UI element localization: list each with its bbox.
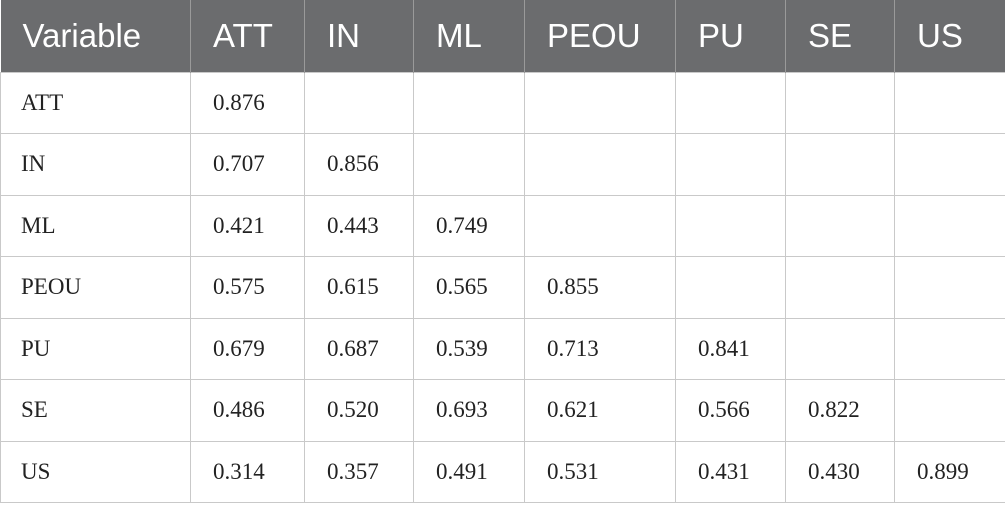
cell-value: 0.443 — [304, 194, 414, 257]
header-cell: PEOU — [524, 0, 676, 72]
table-row: PU 0.679 0.687 0.539 0.713 0.841 — [0, 317, 1005, 380]
cell-value: 0.855 — [524, 256, 676, 319]
cell-value: 0.687 — [304, 317, 414, 380]
empty-cell — [524, 194, 676, 257]
cell-value: 0.430 — [785, 440, 895, 503]
empty-cell — [785, 256, 895, 319]
table-row: SE 0.486 0.520 0.693 0.621 0.566 0.822 — [0, 379, 1005, 442]
header-row: Variable ATT IN ML PEOU PU SE US — [0, 0, 1005, 72]
table-row: IN 0.707 0.856 — [0, 133, 1005, 196]
cell-value: 0.531 — [524, 440, 676, 503]
empty-cell — [894, 71, 1005, 134]
empty-cell — [894, 256, 1005, 319]
correlation-table: Variable ATT IN ML PEOU PU SE US ATT 0.876 IN 0.70… — [0, 0, 1005, 503]
empty-cell — [894, 317, 1005, 380]
row-label: ML — [0, 194, 191, 257]
row-label: PEOU — [0, 256, 191, 319]
empty-cell — [675, 133, 786, 196]
empty-cell — [894, 194, 1005, 257]
cell-value: 0.566 — [675, 379, 786, 442]
header-cell: IN — [304, 0, 414, 72]
empty-cell — [524, 133, 676, 196]
empty-cell — [675, 256, 786, 319]
header-cell: ATT — [190, 0, 305, 72]
table-row: ML 0.421 0.443 0.749 — [0, 194, 1005, 257]
cell-value: 0.431 — [675, 440, 786, 503]
cell-value: 0.679 — [190, 317, 305, 380]
header-cell: Variable — [0, 0, 191, 72]
header-cell: US — [894, 0, 1005, 72]
cell-value: 0.565 — [413, 256, 525, 319]
table-row: ATT 0.876 — [0, 71, 1005, 134]
cell-value: 0.491 — [413, 440, 525, 503]
empty-cell — [304, 71, 414, 134]
cell-value: 0.621 — [524, 379, 676, 442]
cell-value: 0.421 — [190, 194, 305, 257]
row-label: ATT — [0, 71, 191, 134]
row-label: SE — [0, 379, 191, 442]
cell-value: 0.520 — [304, 379, 414, 442]
cell-value: 0.856 — [304, 133, 414, 196]
cell-value: 0.314 — [190, 440, 305, 503]
header-cell: PU — [675, 0, 786, 72]
empty-cell — [894, 133, 1005, 196]
table-row: PEOU 0.575 0.615 0.565 0.855 — [0, 256, 1005, 319]
cell-value: 0.357 — [304, 440, 414, 503]
empty-cell — [675, 71, 786, 134]
cell-value: 0.707 — [190, 133, 305, 196]
empty-cell — [785, 194, 895, 257]
empty-cell — [785, 317, 895, 380]
empty-cell — [413, 71, 525, 134]
cell-value: 0.615 — [304, 256, 414, 319]
cell-value: 0.713 — [524, 317, 676, 380]
row-label: US — [0, 440, 191, 503]
empty-cell — [785, 71, 895, 134]
cell-value: 0.876 — [190, 71, 305, 134]
header-cell: ML — [413, 0, 525, 72]
cell-value: 0.899 — [894, 440, 1005, 503]
cell-value: 0.841 — [675, 317, 786, 380]
cell-value: 0.539 — [413, 317, 525, 380]
empty-cell — [524, 71, 676, 134]
cell-value: 0.693 — [413, 379, 525, 442]
table-row: US 0.314 0.357 0.491 0.531 0.431 0.430 0.899 — [0, 440, 1005, 503]
cell-value: 0.749 — [413, 194, 525, 257]
empty-cell — [675, 194, 786, 257]
empty-cell — [894, 379, 1005, 442]
header-cell: SE — [785, 0, 895, 72]
cell-value: 0.822 — [785, 379, 895, 442]
cell-value: 0.486 — [190, 379, 305, 442]
cell-value: 0.575 — [190, 256, 305, 319]
empty-cell — [413, 133, 525, 196]
row-label: PU — [0, 317, 191, 380]
row-label: IN — [0, 133, 191, 196]
table-body: ATT 0.876 IN 0.707 0.856 ML 0.421 0.443 0.749 PEO… — [0, 71, 1005, 503]
empty-cell — [785, 133, 895, 196]
